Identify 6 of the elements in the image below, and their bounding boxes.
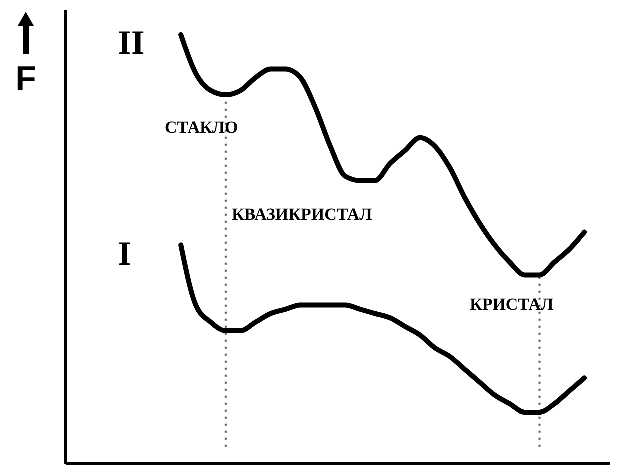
- series-label: I: [118, 236, 132, 273]
- annotation: КВАЗИКРИСТАЛ: [232, 205, 372, 225]
- annotation: СТАКЛО: [165, 118, 238, 138]
- series-label: II: [118, 24, 145, 62]
- annotation: КРИСТАЛ: [470, 295, 554, 315]
- y-axis-title: F: [14, 60, 38, 99]
